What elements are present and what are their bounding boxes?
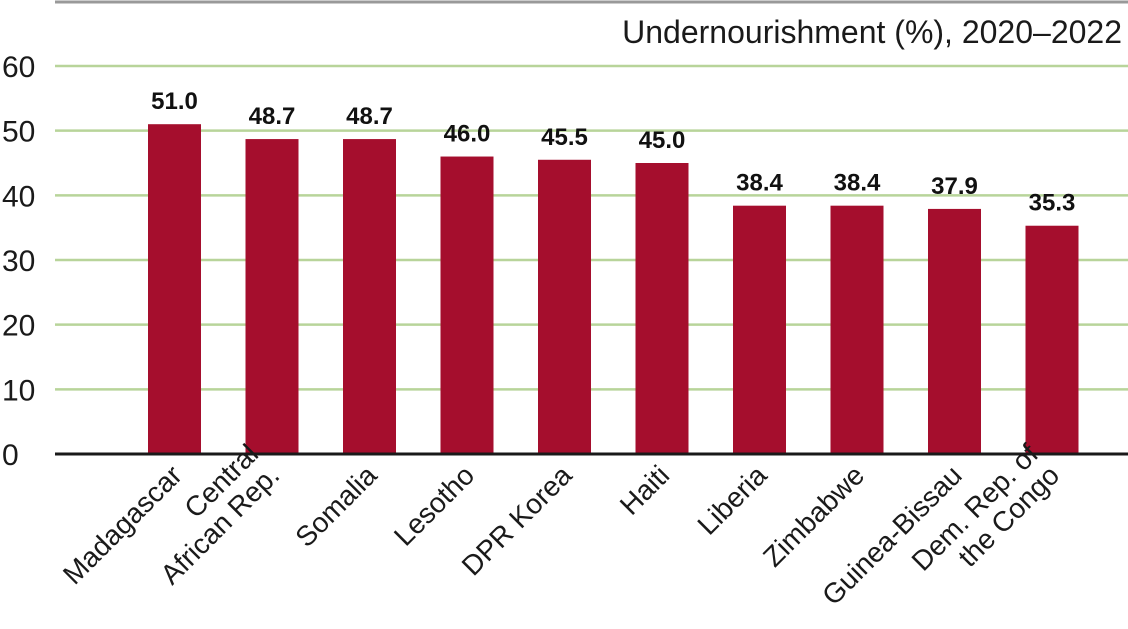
- y-tick-label: 20: [2, 310, 35, 343]
- x-tick-label: Haiti: [614, 459, 676, 521]
- x-tick-text: Lesotho: [388, 459, 480, 551]
- y-axis-ticks: 0 10 20 30 40 50 60: [2, 51, 35, 472]
- x-tick-line: Somalia: [289, 459, 383, 553]
- x-tick-label: CentralAfrican Rep.: [133, 438, 285, 590]
- x-tick-line: Haiti: [614, 459, 676, 521]
- y-tick-label: 60: [2, 51, 35, 84]
- data-label: 35.3: [1029, 190, 1076, 217]
- x-tick-text: CentralAfrican Rep.: [133, 438, 285, 590]
- data-label: 37.9: [931, 173, 978, 200]
- data-label: 38.4: [834, 170, 881, 197]
- bar: [928, 208, 981, 454]
- bar: [635, 163, 689, 454]
- data-label: 48.7: [249, 103, 296, 130]
- gridlines: [55, 64, 1128, 391]
- y-tick-label: 50: [2, 116, 35, 149]
- bar: [148, 124, 201, 454]
- bar: [245, 139, 299, 454]
- data-labels: 51.0 48.7 48.7 46.0 45.5 45.0 38.4 38.4 37.9 35.3: [151, 88, 1075, 217]
- data-label: 45.0: [639, 127, 686, 154]
- bar: [830, 205, 884, 454]
- bar: [733, 205, 786, 454]
- y-tick-label: 30: [2, 245, 35, 278]
- x-tick-text: Haiti: [614, 459, 676, 521]
- bar: [440, 156, 494, 455]
- x-tick-line: Liberia: [691, 459, 773, 541]
- y-tick-label: 0: [2, 439, 19, 472]
- chart-title: Undernourishment (%), 2020–2022: [622, 14, 1122, 50]
- y-tick-label: 40: [2, 180, 35, 213]
- x-tick-text: Liberia: [691, 459, 773, 541]
- data-label: 46.0: [444, 121, 491, 148]
- x-tick-line: Lesotho: [388, 459, 480, 551]
- x-tick-text: Somalia: [289, 459, 383, 553]
- bars: [148, 124, 1079, 455]
- data-label: 48.7: [346, 103, 393, 130]
- x-tick-label: Liberia: [691, 459, 773, 541]
- x-tick-label: Lesotho: [388, 459, 480, 551]
- bar: [538, 159, 591, 454]
- y-tick-label: 10: [2, 374, 35, 407]
- data-label: 38.4: [736, 170, 783, 197]
- bar: [1025, 225, 1079, 454]
- x-tick-label: Somalia: [289, 459, 383, 553]
- data-label: 51.0: [151, 88, 198, 115]
- bar: [343, 139, 396, 454]
- data-label: 45.5: [541, 124, 588, 151]
